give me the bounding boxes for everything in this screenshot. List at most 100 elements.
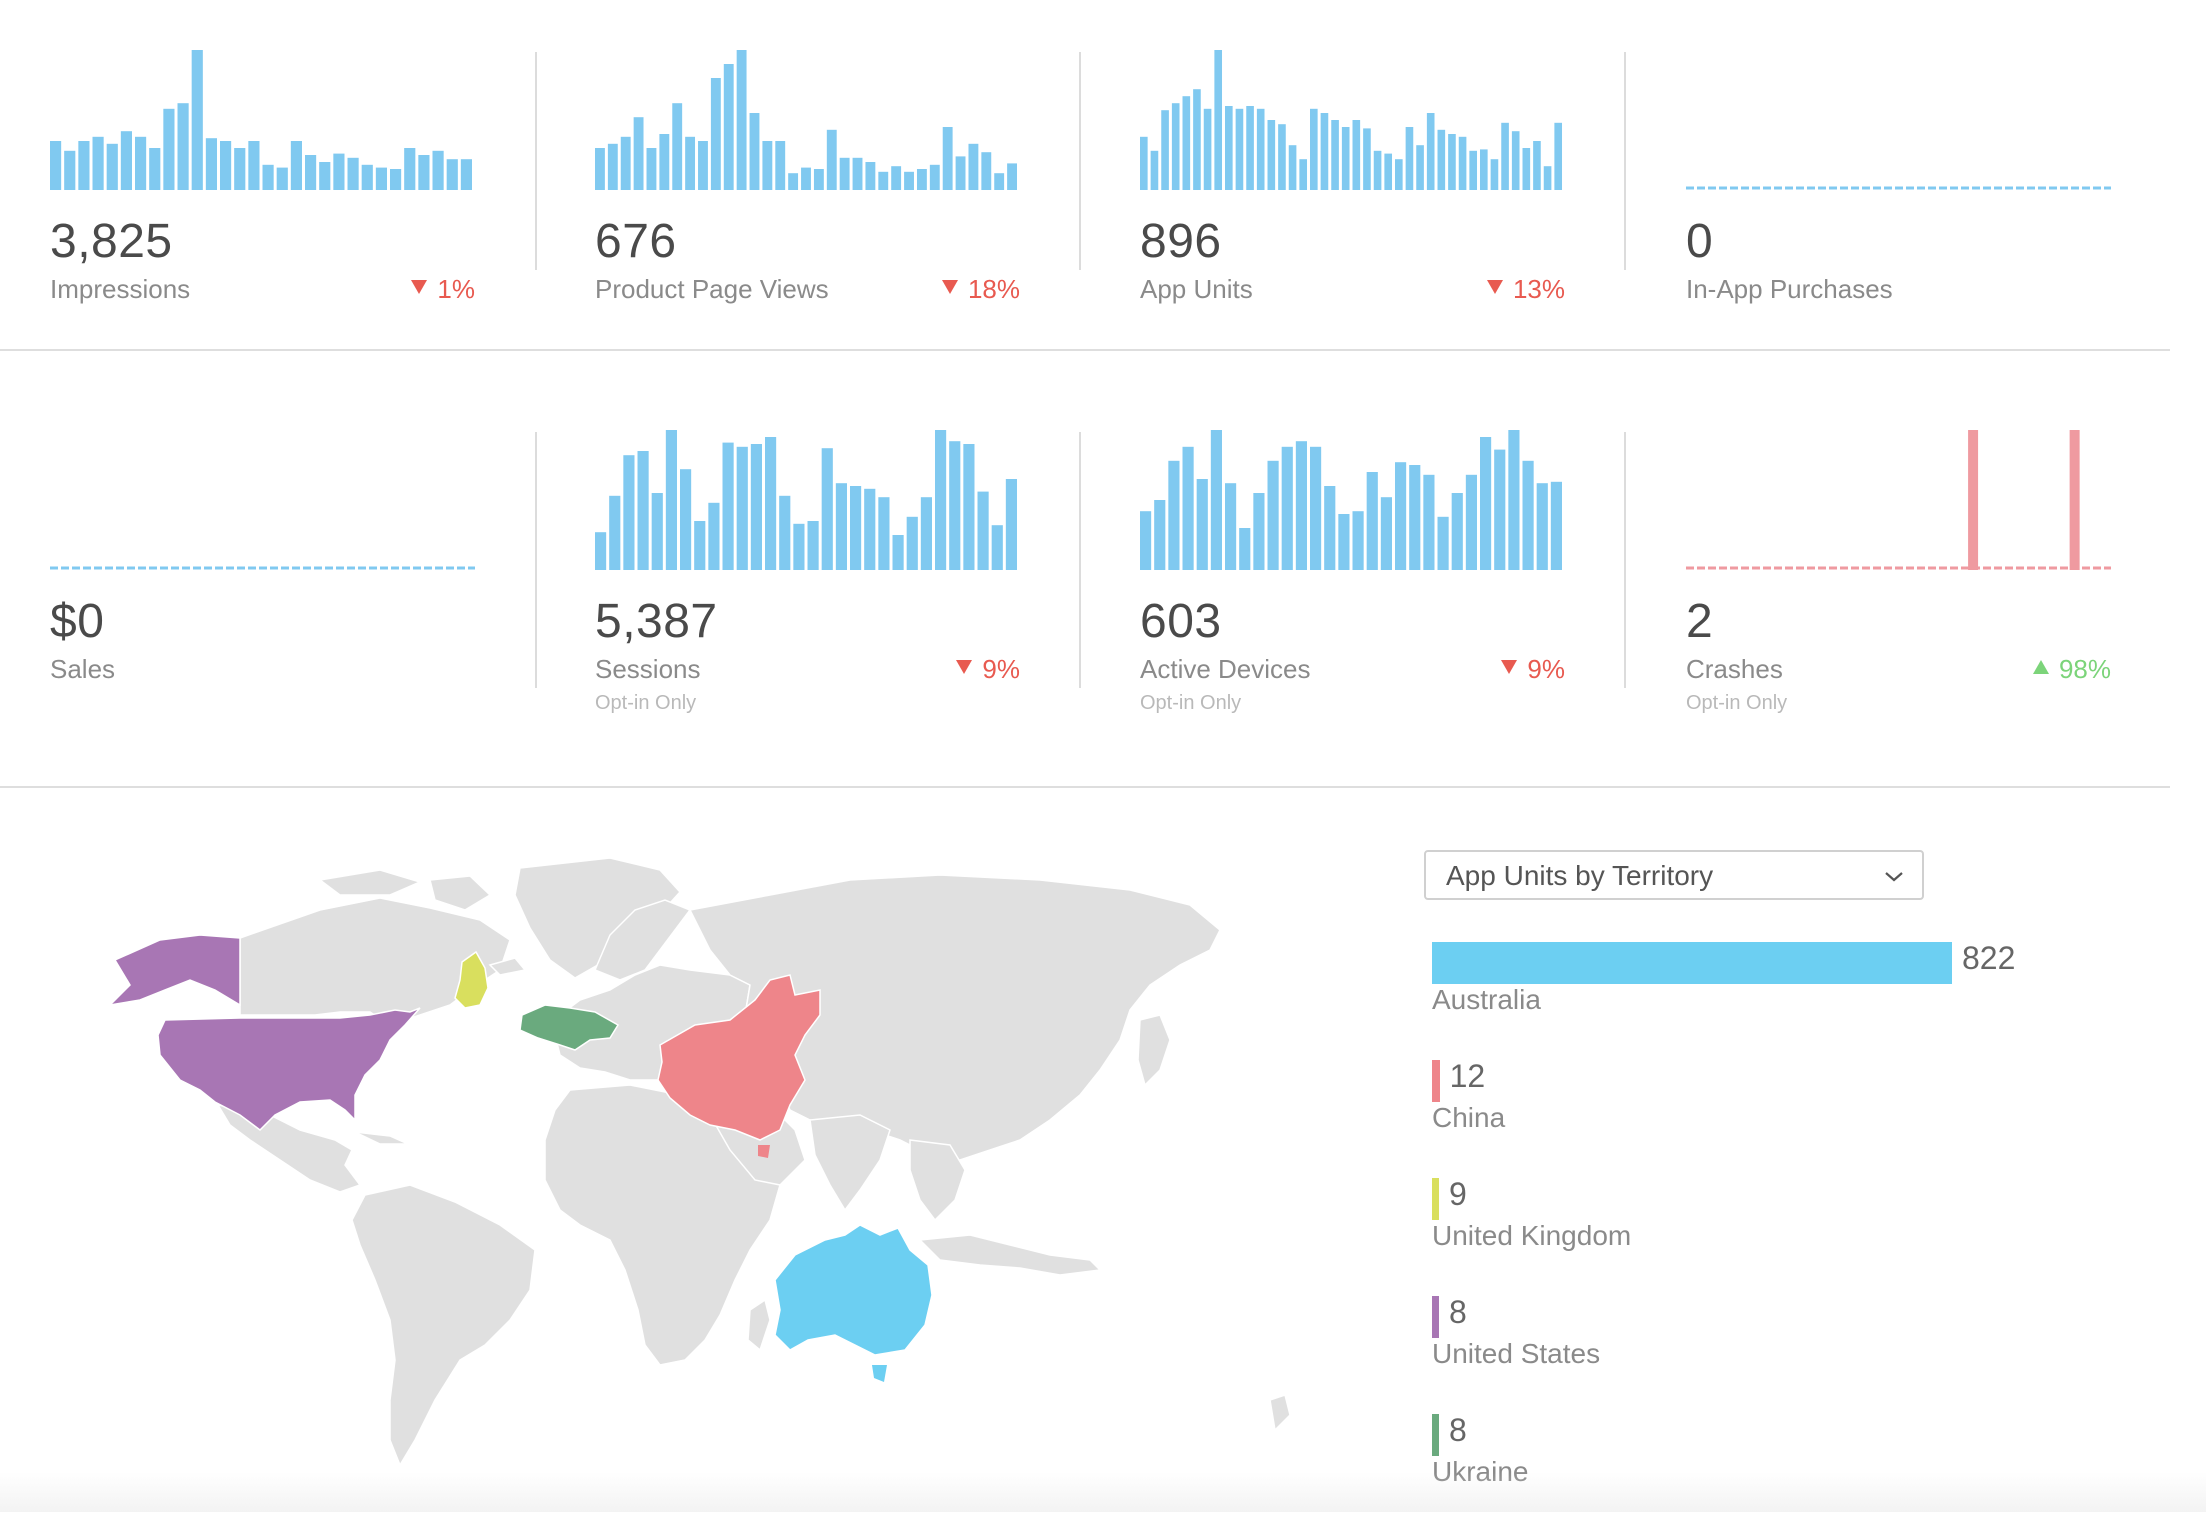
sparkline-bar xyxy=(864,488,876,570)
sparkline-app-units xyxy=(1140,50,1565,190)
map-africa xyxy=(544,1084,781,1366)
territory-count: 822 xyxy=(1962,940,2016,976)
metric-label: App Units xyxy=(1140,274,1253,304)
metric-value: 0 xyxy=(1686,215,1714,268)
territory-metric-dropdown[interactable]: App Units by Territory xyxy=(1424,850,1924,900)
world-map[interactable] xyxy=(90,840,1340,1500)
territory-item[interactable]: 9 United Kingdom xyxy=(1432,1176,2132,1294)
sparkline-bar xyxy=(347,157,359,190)
up-arrow-icon xyxy=(2032,660,2049,674)
sparkline-bar xyxy=(1501,122,1509,190)
territory-name: Australia xyxy=(1432,984,1541,1015)
section-divider xyxy=(0,349,2170,351)
metrics-row-1: 3,825 Impressions 1% 676 Product Page Vi… xyxy=(0,0,2170,350)
map-iceland xyxy=(488,957,527,976)
sparkline-bar xyxy=(418,155,430,190)
map-tasmania[interactable] xyxy=(872,1365,887,1382)
sparkline-bar xyxy=(723,64,734,190)
territory-item[interactable]: 8 Ukraine xyxy=(1432,1412,2132,1530)
sparkline-bar xyxy=(891,166,902,190)
section-divider xyxy=(0,786,2170,788)
sparkline-bar xyxy=(1469,150,1478,190)
sparkline-bar xyxy=(916,169,927,190)
sparkline-bar xyxy=(651,493,663,570)
sparkline-bar xyxy=(1338,514,1350,570)
map-united-kingdom[interactable] xyxy=(454,950,489,1009)
sparkline-bar xyxy=(361,164,373,190)
sparkline-bar xyxy=(1193,89,1201,190)
sparkline-bar xyxy=(1203,108,1212,190)
sparkline-bar xyxy=(1423,474,1435,570)
territory-count: 12 xyxy=(1449,1058,1486,1094)
map-alaska[interactable] xyxy=(107,934,241,1007)
sparkline-bar xyxy=(788,173,799,190)
map-baffin-island xyxy=(429,875,492,911)
map-india xyxy=(809,1114,891,1212)
sparkline-sales xyxy=(50,430,475,570)
sparkline-bar xyxy=(1366,472,1378,570)
sparkline-bar xyxy=(595,148,605,190)
metric-sub-label: Opt-in Only xyxy=(595,692,697,714)
sparkline-bar xyxy=(1448,134,1456,190)
sparkline-bar xyxy=(1214,50,1223,190)
sparkline-bar xyxy=(1196,479,1208,570)
divider xyxy=(1079,52,1081,270)
territory-name: United States xyxy=(1432,1338,1601,1369)
territory-name: United Kingdom xyxy=(1432,1220,1632,1251)
change-indicator: 18% xyxy=(941,274,1020,305)
sparkline-bar xyxy=(1543,166,1552,190)
territory-count: 9 xyxy=(1449,1176,1467,1212)
sparkline-bar xyxy=(1458,136,1467,190)
change-percent: 13% xyxy=(1512,274,1565,304)
sparkline-bar xyxy=(850,486,862,570)
sparkline-bar xyxy=(892,535,904,570)
down-arrow-icon xyxy=(1486,280,1503,294)
sparkline-bar xyxy=(1007,163,1017,190)
change-indicator: 98% xyxy=(2032,654,2111,685)
divider xyxy=(1624,432,1626,688)
sparkline-svg xyxy=(50,566,475,570)
sparkline-bar xyxy=(765,437,777,570)
sparkline-bar xyxy=(1363,128,1371,190)
territory-name: China xyxy=(1432,1102,1506,1133)
territory-item[interactable]: 822 Australia xyxy=(1432,940,2132,1058)
sparkline-bar xyxy=(1416,145,1424,190)
sparkline-svg xyxy=(1140,430,1562,570)
sparkline-bar xyxy=(1331,120,1339,190)
sparkline-impressions xyxy=(50,50,475,190)
sparkline-bar xyxy=(1522,460,1534,570)
sparkline-bar xyxy=(1267,120,1276,190)
map-australia[interactable] xyxy=(774,1224,933,1356)
sparkline-bar xyxy=(779,495,791,570)
sparkline-bar xyxy=(1210,430,1222,570)
sparkline-bar xyxy=(942,127,953,190)
map-united-states[interactable] xyxy=(157,1007,421,1131)
map-south-america xyxy=(351,1184,536,1467)
sparkline-bar xyxy=(460,159,472,190)
sparkline-bar xyxy=(375,167,387,190)
territory-item[interactable]: 12 China xyxy=(1432,1058,2132,1176)
map-ukraine[interactable] xyxy=(519,1004,620,1051)
territory-count: 8 xyxy=(1449,1412,1467,1448)
down-arrow-icon xyxy=(956,660,973,674)
sparkline-bar xyxy=(1154,500,1166,570)
sparkline-bar xyxy=(1281,446,1293,570)
change-indicator: 9% xyxy=(956,654,1020,685)
sparkline-bar xyxy=(1373,150,1382,190)
sparkline-bar xyxy=(620,136,631,190)
territory-item[interactable]: 8 United States xyxy=(1432,1294,2132,1412)
metric-value: 676 xyxy=(595,215,677,268)
sparkline-bar xyxy=(646,148,657,190)
sparkline-bar xyxy=(623,455,635,570)
down-arrow-icon xyxy=(1501,660,1518,674)
sparkline-bar xyxy=(813,169,824,190)
sparkline-bar xyxy=(793,523,805,570)
change-percent: 1% xyxy=(437,274,475,304)
sparkline-bar xyxy=(1295,441,1307,570)
territory-bar xyxy=(1432,1060,1440,1102)
sparkline-bar xyxy=(694,521,706,570)
sparkline-bar xyxy=(432,150,444,190)
sparkline-bar xyxy=(878,171,889,190)
map-china[interactable] xyxy=(657,974,821,1141)
map-hainan[interactable] xyxy=(758,1145,770,1158)
